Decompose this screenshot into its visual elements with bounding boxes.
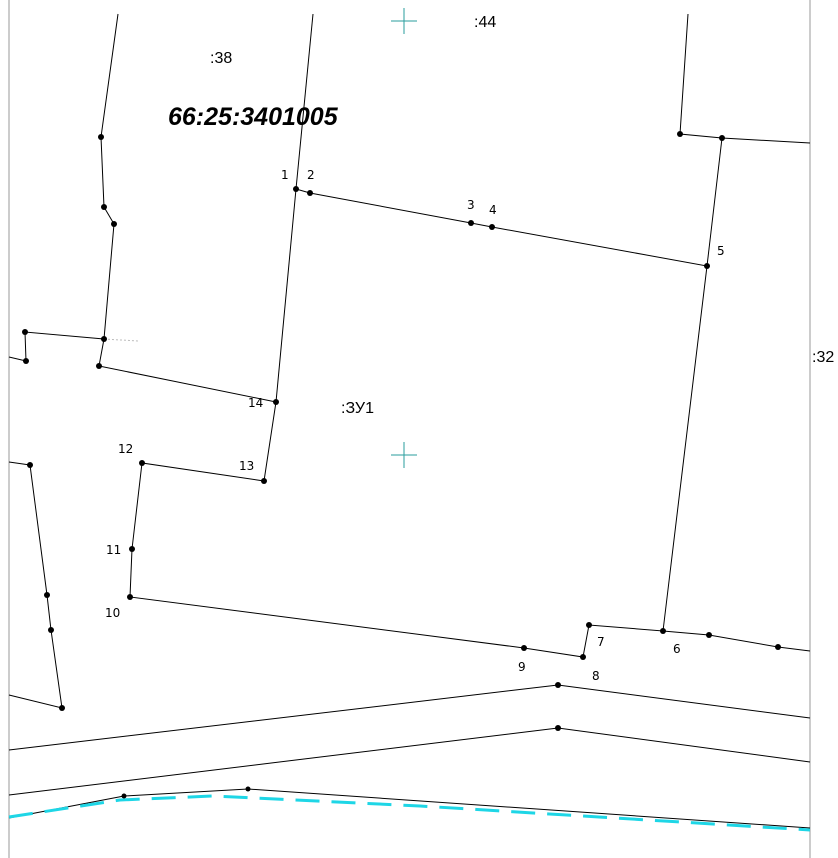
vertex-dot-icon — [98, 134, 104, 140]
vertex-dot-icon — [775, 644, 781, 650]
right-lower-boundary — [662, 630, 811, 652]
crosshair-icon — [391, 8, 417, 34]
vertex-dot-icon — [273, 399, 279, 405]
vertex-dot-icon — [127, 594, 133, 600]
vertex-dot-icon — [555, 725, 561, 731]
vertex-dot-icon — [555, 682, 561, 688]
vertex-dot-icon — [293, 186, 299, 192]
point-label-4: 4 — [489, 203, 497, 217]
left-parcel-boundary — [8, 331, 105, 362]
parcel-32-west-boundary — [706, 137, 723, 267]
vertex-dot-icon — [23, 358, 29, 364]
vertex-dot-icon — [139, 460, 145, 466]
vertex-dot-icon — [129, 546, 135, 552]
point-label-7: 7 — [597, 635, 605, 649]
vertex-dots — [22, 131, 781, 799]
point-label-14: 14 — [248, 396, 263, 410]
vertex-dot-icon — [111, 221, 117, 227]
road-edge-bottom — [8, 788, 811, 829]
vertex-dot-icon — [719, 135, 725, 141]
parcel-38-east-boundary — [295, 13, 314, 190]
vertex-dot-icon — [706, 632, 712, 638]
point-label-6: 6 — [673, 642, 681, 656]
crosshair-icon — [391, 442, 417, 468]
parcel-label-44: :44 — [474, 14, 496, 31]
vertex-dot-icon — [59, 705, 65, 711]
parcel-label-38: :38 — [210, 50, 232, 67]
point-label-1: 1 — [281, 168, 289, 182]
vertex-dot-icon — [27, 462, 33, 468]
point-label-9: 9 — [518, 660, 526, 674]
vertex-dot-icon — [489, 224, 495, 230]
point-label-2: 2 — [307, 168, 315, 182]
road-edge-lower — [8, 727, 811, 796]
vertex-dot-icon — [307, 190, 313, 196]
centroid-crosses — [391, 8, 417, 468]
road-edge-upper — [8, 684, 811, 751]
point-label-10: 10 — [105, 606, 120, 620]
vertex-dot-icon — [468, 220, 474, 226]
point-label-5: 5 — [717, 244, 725, 258]
point-labels: 1 2 3 4 5 6 7 8 9 10 11 12 13 14 — [105, 168, 725, 683]
left-west-edge — [8, 461, 31, 466]
point-label-3: 3 — [467, 198, 475, 212]
parcel-label-zu1: :ЗУ1 — [341, 400, 374, 417]
map-frame — [8, 0, 811, 858]
parcel-label-32: :32 — [812, 349, 834, 366]
boundary-lines — [8, 13, 811, 829]
cadastral-quarter-number: 66:25:3401005 — [168, 103, 339, 131]
point-label-8: 8 — [592, 669, 600, 683]
vertex-dot-icon — [261, 478, 267, 484]
dotted-extension-line — [103, 338, 139, 342]
vertex-dot-icon — [44, 592, 50, 598]
point-label-11: 11 — [106, 543, 121, 557]
vertex-dot-icon — [48, 627, 54, 633]
vertex-dot-icon — [101, 336, 107, 342]
parcel-zu1-boundary — [129, 188, 708, 658]
point-label-13: 13 — [239, 459, 254, 473]
vertex-dot-icon — [521, 645, 527, 651]
left-strip-boundary — [8, 464, 63, 709]
parcel-top-right-boundary — [679, 13, 811, 144]
vertex-dot-icon — [677, 131, 683, 137]
parcel-38-west-boundary — [98, 13, 277, 403]
point-label-12: 12 — [118, 442, 133, 456]
vertex-dot-icon — [580, 654, 586, 660]
vertex-dot-icon — [121, 793, 127, 799]
vertex-dot-icon — [660, 628, 666, 634]
vertex-dot-icon — [704, 263, 710, 269]
vertex-dot-icon — [245, 786, 251, 792]
vertex-dot-icon — [586, 622, 592, 628]
vertex-dot-icon — [22, 329, 28, 335]
dashed-boundary-line — [8, 794, 811, 832]
vertex-dot-icon — [96, 363, 102, 369]
vertex-dot-icon — [101, 204, 107, 210]
